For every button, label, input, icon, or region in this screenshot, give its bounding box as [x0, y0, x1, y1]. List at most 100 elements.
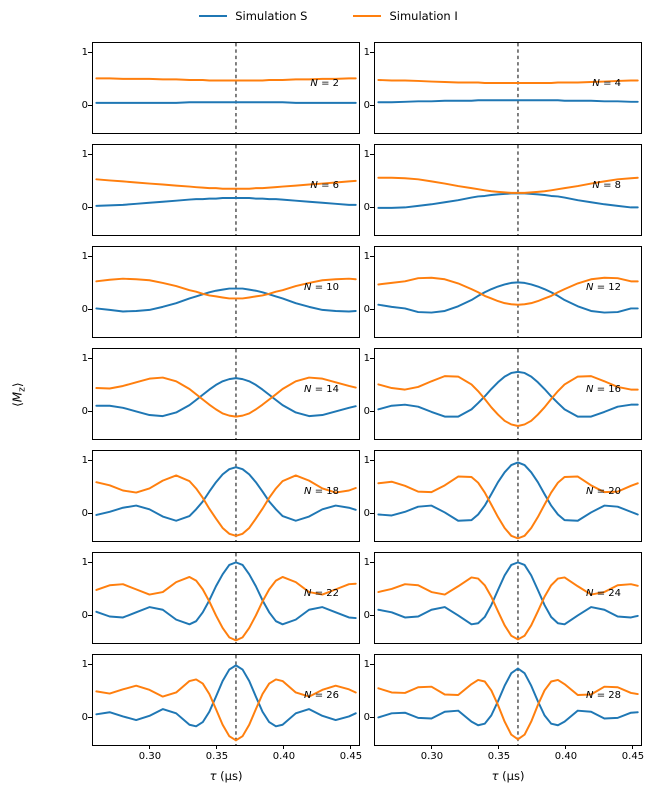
y-tick-label: 1 — [363, 46, 370, 58]
x-tick-label: 0.35 — [487, 751, 511, 762]
plot-area — [377, 43, 639, 133]
x-tick-mark — [283, 745, 285, 749]
series-simulation-i — [377, 475, 639, 540]
y-tick-label: 1 — [363, 352, 370, 364]
panel-annotation: N = 20 — [586, 486, 621, 497]
panel-annotation: N = 10 — [304, 282, 339, 293]
panel-annotation: N = 14 — [304, 384, 339, 395]
subplot-n-12: N = 12 0 1 — [364, 246, 642, 338]
x-tick-label: 0.45 — [621, 751, 645, 762]
y-tick-label: 0 — [363, 507, 370, 519]
subplot-n-16: N = 16 0 1 — [364, 348, 642, 440]
series-simulation-i — [95, 277, 357, 300]
y-tick-mark — [370, 52, 374, 54]
legend-item-simulation-i: Simulation I — [353, 9, 458, 23]
y-tick-label: 0 — [81, 507, 88, 519]
y-tick-mark — [88, 105, 92, 107]
plot-area — [95, 553, 357, 643]
series-simulation-i — [377, 276, 639, 306]
series-simulation-i — [377, 78, 639, 84]
series-simulation-i — [377, 176, 639, 194]
plot-area — [377, 451, 639, 541]
y-tick-mark — [370, 358, 374, 360]
x-tick-mark — [498, 745, 500, 749]
legend-swatch — [199, 14, 228, 18]
y-tick-label: 0 — [81, 711, 88, 723]
subplot-n-20: N = 20 0 1 — [364, 450, 642, 542]
x-tick-mark — [350, 745, 352, 749]
series-simulation-s — [95, 466, 357, 522]
subplot-n-4: N = 4 0 1 — [364, 42, 642, 134]
panel-annotation: N = 2 — [310, 78, 339, 89]
y-axis-label: ⟨Mz⟩ — [10, 382, 28, 407]
y-tick-label: 1 — [363, 658, 370, 670]
y-tick-label: 1 — [363, 250, 370, 262]
y-tick-mark — [88, 717, 92, 719]
y-tick-label: 1 — [363, 454, 370, 466]
series-simulation-i — [95, 77, 357, 82]
subplot-n-2: N = 2 0 1 — [82, 42, 360, 134]
plot-area — [377, 247, 639, 337]
y-tick-label: 1 — [363, 556, 370, 568]
y-tick-mark — [88, 52, 92, 54]
y-tick-label: 1 — [81, 556, 88, 568]
x-tick-label: 0.35 — [205, 751, 229, 762]
y-tick-mark — [88, 460, 92, 462]
series-simulation-i — [377, 375, 639, 427]
plot-area — [377, 655, 639, 745]
y-tick-label: 1 — [81, 454, 88, 466]
plot-area — [95, 655, 357, 745]
y-tick-label: 1 — [81, 352, 88, 364]
y-tick-label: 1 — [81, 250, 88, 262]
series-simulation-s — [377, 667, 639, 727]
series-simulation-i — [95, 376, 357, 418]
subplot-n-26: N = 26 0 1 0.30 0.35 0.40 0.45 — [82, 654, 362, 762]
y-tick-label: 0 — [363, 99, 370, 111]
x-axis-label-left: τ (μs) — [209, 769, 243, 783]
y-tick-mark — [370, 717, 374, 719]
y-tick-label: 1 — [81, 148, 88, 160]
panel-annotation: N = 4 — [592, 78, 621, 89]
series-simulation-s — [377, 461, 639, 522]
y-tick-label: 1 — [81, 46, 88, 58]
panel-annotation: N = 8 — [592, 180, 621, 191]
panel-annotation: N = 6 — [310, 180, 339, 191]
series-simulation-s — [95, 197, 357, 207]
x-tick-label: 0.45 — [339, 751, 363, 762]
y-tick-mark — [370, 664, 374, 666]
y-tick-label: 0 — [363, 609, 370, 621]
series-simulation-i — [95, 678, 357, 742]
y-tick-label: 0 — [363, 711, 370, 723]
series-simulation-s — [95, 561, 357, 626]
y-tick-mark — [88, 256, 92, 258]
y-tick-mark — [88, 664, 92, 666]
series-simulation-s — [95, 377, 357, 418]
series-simulation-s — [377, 281, 639, 314]
y-tick-mark — [370, 411, 374, 413]
series-simulation-s — [95, 287, 357, 313]
series-simulation-i — [95, 575, 357, 642]
panel-annotation: N = 28 — [586, 690, 621, 701]
y-tick-label: 0 — [81, 405, 88, 417]
y-tick-mark — [370, 309, 374, 311]
plot-area — [377, 145, 639, 235]
legend-swatch — [353, 14, 382, 18]
series-simulation-i — [95, 178, 357, 190]
x-tick-label: 0.40 — [554, 751, 578, 762]
y-tick-mark — [370, 105, 374, 107]
y-tick-label: 0 — [363, 201, 370, 213]
y-tick-label: 0 — [81, 99, 88, 111]
panel-annotation: N = 24 — [586, 588, 621, 599]
series-simulation-i — [377, 678, 639, 741]
y-tick-mark — [88, 309, 92, 311]
x-tick-label: 0.30 — [420, 751, 444, 762]
x-tick-label: 0.30 — [138, 751, 162, 762]
x-tick-mark — [149, 745, 151, 749]
legend: Simulation S Simulation I — [0, 9, 657, 23]
y-tick-mark — [370, 562, 374, 564]
series-simulation-s — [95, 664, 357, 728]
series-simulation-s — [377, 370, 639, 418]
y-tick-mark — [88, 154, 92, 156]
y-tick-label: 0 — [363, 303, 370, 315]
